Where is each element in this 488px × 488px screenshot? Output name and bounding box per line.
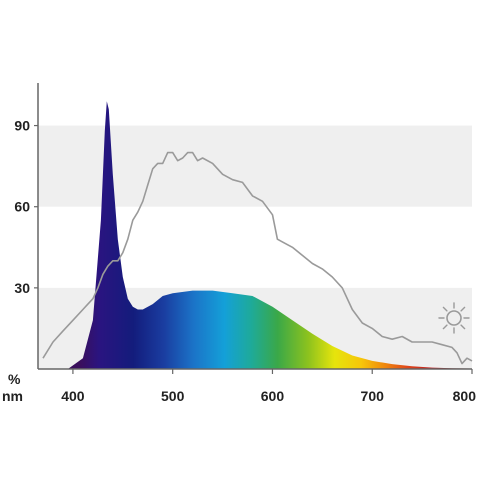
- x-axis-unit-label: nm: [2, 388, 23, 404]
- sun-icon: [438, 302, 470, 334]
- y-tick-label-30: 30: [14, 280, 30, 296]
- sun-ray: [442, 306, 448, 312]
- x-tick-label-500: 500: [161, 388, 185, 404]
- plot-area: [42, 101, 473, 369]
- y-tick-label-90: 90: [14, 118, 30, 134]
- x-tick-label-700: 700: [361, 388, 385, 404]
- sun-disc: [446, 310, 462, 326]
- reference-line: [42, 151, 473, 365]
- x-tick-label-800: 800: [453, 388, 477, 404]
- spectrum-area: [43, 101, 472, 369]
- sun-ray: [460, 324, 466, 330]
- x-tick-label-400: 400: [61, 388, 85, 404]
- sun-ray: [460, 306, 466, 312]
- axes: 30 60 90 400 500 600 700 800: [14, 83, 476, 404]
- sun-ray: [442, 324, 448, 330]
- y-axis-unit-label: %: [8, 371, 21, 387]
- y-tick-label-60: 60: [14, 199, 30, 215]
- x-tick-label-600: 600: [261, 388, 285, 404]
